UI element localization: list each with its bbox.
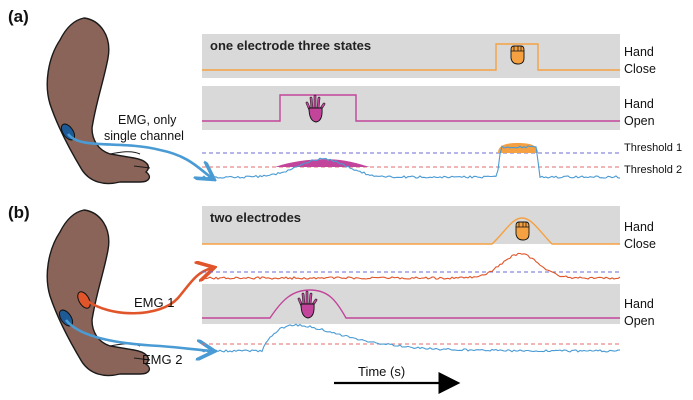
fist-icon xyxy=(515,221,530,241)
close-label-a-1: Hand xyxy=(624,45,654,59)
panel-a-title: one electrode three states xyxy=(210,38,371,53)
panel-a-letter: (a) xyxy=(8,7,29,26)
arm-icon xyxy=(46,17,151,185)
emg-signal-a xyxy=(201,145,621,179)
open-label-a-2: Open xyxy=(624,114,655,128)
open-label-a-1: Hand xyxy=(624,97,654,111)
emg1-signal xyxy=(201,252,621,280)
threshold-2-label: Threshold 2 xyxy=(624,164,682,176)
open-hand-icon xyxy=(305,94,326,123)
panel-b-letter: (b) xyxy=(8,203,30,222)
emg-label-line1: EMG, only xyxy=(118,113,177,127)
above-threshold-fill-magenta xyxy=(275,159,370,167)
panel-a-open-band xyxy=(202,86,620,130)
open-label-b-1: Hand xyxy=(624,297,654,311)
open-state-line-a xyxy=(202,94,620,122)
open-label-b-2: Open xyxy=(624,314,655,328)
threshold-1-label: Threshold 1 xyxy=(624,142,682,154)
close-label-b-2: Close xyxy=(624,237,656,251)
arm-icon xyxy=(46,209,151,377)
close-state-line-a xyxy=(202,43,620,71)
close-label-a-2: Close xyxy=(624,62,656,76)
emg-cable-a xyxy=(66,133,212,178)
open-state-line-b xyxy=(202,289,620,319)
close-state-line-b xyxy=(202,217,620,245)
time-axis-label: Time (s) xyxy=(358,364,405,379)
close-label-b-1: Hand xyxy=(624,220,654,234)
emg1-cable xyxy=(85,268,212,315)
fist-icon xyxy=(510,45,525,65)
panel-b-title: two electrodes xyxy=(210,210,301,225)
emg2-cable xyxy=(64,319,212,351)
emg1-label: EMG 1 xyxy=(134,295,174,310)
panel-b-close-band xyxy=(202,206,620,244)
emg2-label: EMG 2 xyxy=(142,352,182,367)
emg2-signal xyxy=(201,323,620,353)
open-hand-icon xyxy=(297,290,318,319)
emg-label-line2: single channel xyxy=(104,129,184,143)
